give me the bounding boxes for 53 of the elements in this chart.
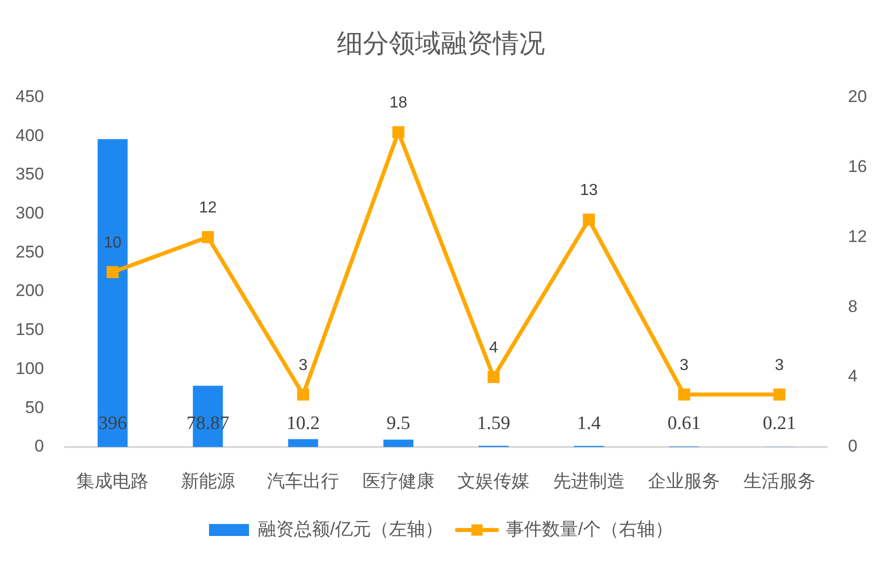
x-tick-label: 汽车出行 <box>267 470 340 491</box>
y2-tick-label: 0 <box>848 436 858 456</box>
y-tick-label: 300 <box>16 203 44 222</box>
data-label: 10 <box>104 234 122 252</box>
data-label: 4 <box>489 339 498 356</box>
y2-tick-label: 16 <box>848 156 867 176</box>
y-tick-label: 100 <box>16 358 44 378</box>
bar <box>98 139 128 447</box>
data-label: 1.59 <box>477 412 510 434</box>
bar <box>383 440 414 447</box>
point <box>392 126 404 138</box>
x-tick-label: 文娱传媒 <box>458 470 530 491</box>
data-label: 10.2 <box>286 412 320 434</box>
y-tick-label: 450 <box>16 86 44 106</box>
y2-tick-label: 20 <box>848 86 867 106</box>
y-tick-label: 150 <box>16 320 44 340</box>
data-label: 396 <box>98 412 127 434</box>
y-tick-label: 50 <box>25 398 44 417</box>
y2-tick-label: 12 <box>848 226 867 246</box>
y2-tick-label: 4 <box>848 366 858 386</box>
y-tick-label: 200 <box>16 281 44 300</box>
x-tick-label: 生活服务 <box>743 470 816 491</box>
x-tick-label: 医疗健康 <box>362 470 434 491</box>
point <box>106 266 119 278</box>
data-label: 3 <box>774 356 784 374</box>
point <box>202 231 214 244</box>
data-label: 12 <box>198 200 217 217</box>
point <box>488 371 500 384</box>
chart-title: 细分领域融资情况 <box>337 28 545 58</box>
x-tick-label: 集成电路 <box>76 470 149 491</box>
data-label: 3 <box>298 356 308 374</box>
data-label: 13 <box>580 182 598 200</box>
point <box>582 214 595 226</box>
data-label: 1.4 <box>577 412 602 434</box>
y-tick-label: 350 <box>16 164 44 184</box>
y2-tick-label: 8 <box>848 296 858 316</box>
data-label: 0.61 <box>668 412 701 434</box>
x-tick-label: 企业服务 <box>648 470 720 491</box>
legend-label: 融资总额/亿元（左轴） <box>258 518 444 539</box>
point <box>773 388 786 401</box>
x-tick-label: 新能源 <box>180 470 235 491</box>
x-tick-label: 先进制造 <box>552 470 625 491</box>
data-label: 9.5 <box>386 412 410 434</box>
legend-label: 事件数量/个（右轴） <box>506 518 674 539</box>
y-tick-label: 0 <box>34 436 44 456</box>
y-tick-label: 400 <box>16 126 44 145</box>
point <box>297 388 310 401</box>
y-tick-label: 250 <box>16 242 44 262</box>
data-label: 0.21 <box>762 412 796 434</box>
point <box>678 388 690 401</box>
data-label: 18 <box>389 94 408 112</box>
bar <box>288 439 318 447</box>
data-label: 3 <box>680 356 689 374</box>
